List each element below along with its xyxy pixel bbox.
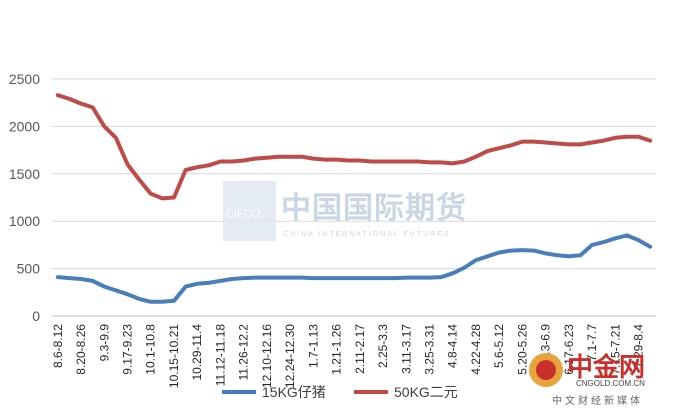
legend: 15KG仔猪 50KG二元	[222, 384, 458, 400]
x-tick-label: 7.15-7.21	[608, 324, 622, 375]
x-tick-label: 2.11-2.17	[353, 324, 367, 374]
x-tick-label: 4.8-4.14	[446, 324, 460, 368]
gridlines	[52, 78, 656, 317]
x-tick-label: 8.20-8.26	[74, 324, 88, 375]
y-tick-label: 1000	[9, 213, 40, 229]
y-axis: 0 500 1000 1500 2000 2500	[9, 71, 40, 324]
watermark-box-text: CIFCO	[226, 208, 261, 220]
x-tick-label: 12.10-12.16	[260, 324, 274, 388]
x-tick-label: 7.29-8.4	[632, 324, 646, 368]
x-tick-label: 1.21-1.26	[330, 324, 344, 375]
y-tick-label: 2000	[9, 118, 40, 134]
x-tick-label: 9.17-9.23	[121, 324, 135, 375]
logo-slogan: 中文财经新媒体	[552, 394, 643, 407]
watermark-en-text: CHINA INTERNATIONAL FUTURES	[283, 231, 451, 238]
x-tick-label: 1.7-1.13	[306, 324, 320, 368]
x-tick-label: 6.17-6.23	[562, 324, 576, 375]
x-tick-label: 10.29-11.4	[190, 324, 204, 381]
site-logo: 中金网 CNGOLD.COM.CN 中文财经新媒体	[529, 352, 645, 407]
x-tick-label: 3.25-3.31	[423, 324, 437, 375]
y-tick-label: 2500	[9, 71, 40, 87]
x-tick-label: 11.12-11.18	[213, 324, 227, 387]
x-tick-label: 12.24-12.30	[283, 324, 297, 388]
x-tick-label: 11.26-12.2	[237, 324, 251, 381]
watermark: CIFCO 中国国际期货 CHINA INTERNATIONAL FUTURES	[223, 181, 467, 241]
x-tick-label: 7.1-7.7	[585, 324, 599, 362]
x-tick-label: 3.11-3.17	[399, 324, 413, 374]
x-tick-label: 10.15-10.21	[167, 324, 181, 388]
series-layer	[55, 93, 653, 304]
series-line-0	[55, 233, 653, 304]
logo-name: 中金网	[567, 352, 645, 382]
x-tick-label: 4.22-4.28	[469, 324, 483, 375]
x-tick-label: 10.1-10.8	[144, 324, 158, 375]
y-tick-label: 1500	[9, 166, 40, 182]
watermark-cn-text: 中国国际期货	[281, 191, 467, 225]
legend-label-series-0: 15KG仔猪	[262, 384, 326, 400]
logo-url: CNGOLD.COM.CN	[576, 379, 645, 388]
legend-label-series-1: 50KG二元	[394, 384, 458, 400]
x-tick-label: 5.20-5.26	[515, 324, 529, 375]
y-tick-label: 0	[32, 308, 40, 324]
x-tick-label: 2.25-3.3	[376, 324, 390, 368]
y-tick-label: 500	[17, 261, 41, 277]
x-tick-label: 8.6-8.12	[51, 324, 65, 368]
series-line-1	[55, 93, 653, 201]
x-tick-label: 5.6-5.12	[492, 324, 506, 368]
x-tick-label: 6.3-6.9	[539, 324, 553, 362]
x-axis: 8.6-8.12 8.20-8.26 9.3-9.9 9.17-9.23 10.1-10…	[51, 324, 646, 388]
x-tick-label: 9.3-9.9	[97, 324, 111, 362]
